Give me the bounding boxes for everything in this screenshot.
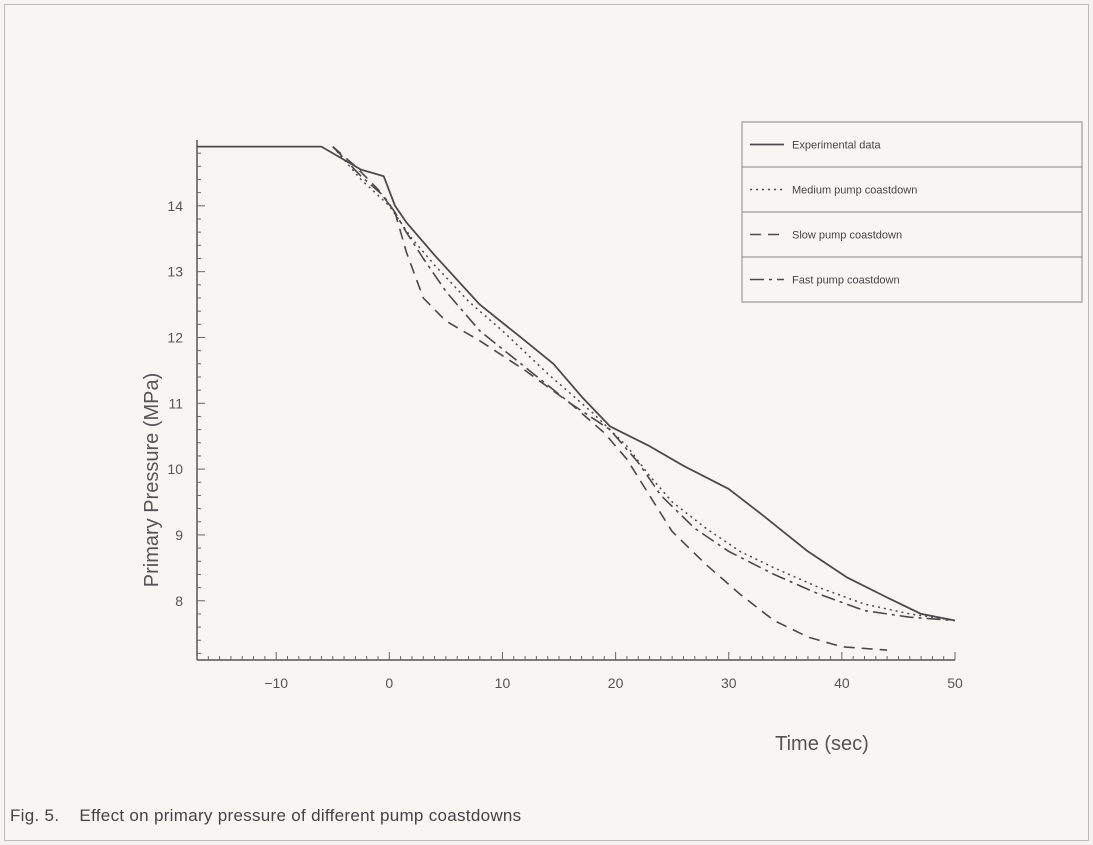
legend-label: Slow pump coastdown (792, 230, 902, 242)
x-tick-label: 50 (947, 675, 963, 691)
y-tick-label: 10 (167, 461, 183, 477)
axis-ticks: −10 0 10 20 30 40 50 8 9 10 11 12 13 14 (167, 152, 963, 691)
legend-label: Experimental data (792, 140, 882, 152)
figure-frame (4, 4, 1089, 841)
x-tick-label: 30 (721, 675, 737, 691)
series-line-4 (332, 146, 956, 622)
series-line-2 (332, 146, 956, 622)
x-tick-label: −10 (264, 675, 288, 691)
y-tick-label: 9 (175, 527, 183, 543)
series-line-3 (332, 145, 888, 651)
y-axis-label: Primary Pressure (MPa) (141, 373, 163, 587)
y-tick-label: 14 (167, 198, 183, 214)
plot-area (197, 145, 956, 651)
legend-entry-box (741, 256, 1083, 303)
series-line-1 (197, 145, 956, 622)
legend-label: Fast pump coastdown (792, 275, 900, 287)
legend-label: Medium pump coastdown (792, 185, 917, 197)
y-tick-label: 12 (167, 329, 183, 345)
x-tick-label: 0 (385, 675, 393, 691)
x-tick-label: 40 (834, 675, 850, 691)
x-axis-label: Time (sec) (775, 733, 869, 755)
legend: Experimental data Medium pump coastdown Sl… (741, 121, 1083, 303)
axis-frame (196, 140, 955, 661)
y-tick-label: 13 (167, 264, 183, 280)
figure-caption: Fig. 5. Effect on primary pressure of di… (10, 806, 522, 825)
y-tick-label: 8 (175, 593, 183, 609)
x-tick-label: 10 (495, 675, 511, 691)
x-tick-label: 20 (608, 675, 624, 691)
y-tick-label: 11 (168, 395, 183, 411)
